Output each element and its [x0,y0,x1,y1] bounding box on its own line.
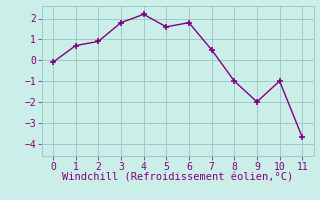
X-axis label: Windchill (Refroidissement éolien,°C): Windchill (Refroidissement éolien,°C) [62,173,293,183]
